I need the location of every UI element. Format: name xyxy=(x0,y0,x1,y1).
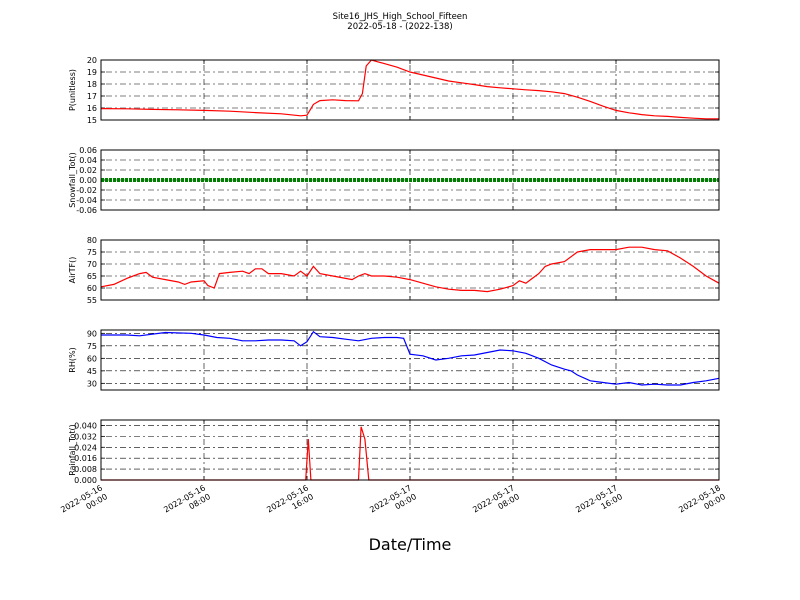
panel-p: 15 16 17 18 19 20 P(unitless) xyxy=(68,56,720,125)
y-tick-label: 0.008 xyxy=(74,465,97,474)
y-tick-label: 0.000 xyxy=(74,476,97,485)
chart-subtitle: 2022-05-18 - (2022-138) xyxy=(347,22,452,32)
chart-panels: 151617181920P(unitless)-0.06-0.04-0.020.… xyxy=(68,56,720,485)
y-tick-label: -0.02 xyxy=(76,186,97,195)
y-tick-label: 60 xyxy=(87,354,97,363)
panel-snowfall: -0.06-0.04-0.020.000.020.040.06Snowfall_… xyxy=(68,146,720,215)
y-tick-label: 20 xyxy=(87,56,97,65)
x-tick-label: 2022-05-1616:00 xyxy=(265,483,315,523)
y-tick-label: 60 xyxy=(87,284,97,293)
y-tick-label: 15 xyxy=(87,116,97,125)
y-tick-label: 19 xyxy=(87,68,97,77)
x-tick-label: 2022-05-1608:00 xyxy=(162,483,212,523)
x-axis-label: Date/Time xyxy=(369,535,452,554)
y-axis-label: RH(%) xyxy=(68,347,77,372)
x-tick-label: 2022-05-1800:00 xyxy=(677,483,727,523)
y-tick-label: -0.06 xyxy=(76,206,97,215)
y-axis-label: AirTF() xyxy=(68,257,77,284)
y-tick-label: 0.032 xyxy=(74,432,97,441)
y-axis-label: Snowfall_Tot() xyxy=(68,152,77,208)
x-tick-label: 2022-05-1716:00 xyxy=(574,483,624,523)
panel-rainfall: 0.000 0.008 0.016 0.024 0.032 0.040Rainfall_T… xyxy=(68,419,720,485)
panel-rh: 30 45 60 75 90 RH(%) xyxy=(68,329,720,391)
x-tick-label: 2022-05-1708:00 xyxy=(471,483,521,523)
y-tick-label: 75 xyxy=(87,248,97,257)
y-tick-label: 75 xyxy=(87,342,97,351)
y-tick-label: 65 xyxy=(87,272,97,281)
panel-airt: 55 60 65 70 75 80 AirTF() xyxy=(68,236,720,305)
y-tick-label: 0.016 xyxy=(74,454,97,463)
y-tick-label: 45 xyxy=(87,367,97,376)
y-tick-label: 55 xyxy=(87,296,97,305)
series-line-p xyxy=(100,59,719,120)
chart-title: Site16_JHS_High_School_Fifteen xyxy=(333,12,468,22)
y-tick-label: 0.00 xyxy=(79,176,97,185)
y-axis-label: Rainfall_Tot() xyxy=(68,424,77,476)
series-line-rh xyxy=(101,330,720,386)
x-tick-label: 2022-05-1600:00 xyxy=(59,483,109,523)
y-tick-label: 0.06 xyxy=(79,146,97,155)
y-tick-label: 0.024 xyxy=(74,443,97,452)
x-tick-label: 2022-05-1700:00 xyxy=(368,483,418,523)
y-tick-label: 16 xyxy=(87,104,97,113)
y-tick-label: 90 xyxy=(87,329,97,338)
y-tick-label: 17 xyxy=(87,92,97,101)
y-tick-label: 0.02 xyxy=(79,166,97,175)
y-tick-label: 70 xyxy=(87,260,97,269)
y-tick-label: 0.040 xyxy=(74,421,97,430)
y-tick-label: 80 xyxy=(87,236,97,245)
x-tick-labels: 2022-05-1600:00 2022-05-1608:00 2022-05-16… xyxy=(59,483,727,523)
series-line-airt xyxy=(100,246,720,293)
y-tick-label: 30 xyxy=(87,379,97,388)
y-tick-label: -0.04 xyxy=(76,196,97,205)
y-tick-label: 0.04 xyxy=(79,156,97,165)
y-tick-label: 18 xyxy=(87,80,97,89)
y-axis-label: P(unitless) xyxy=(68,69,77,111)
